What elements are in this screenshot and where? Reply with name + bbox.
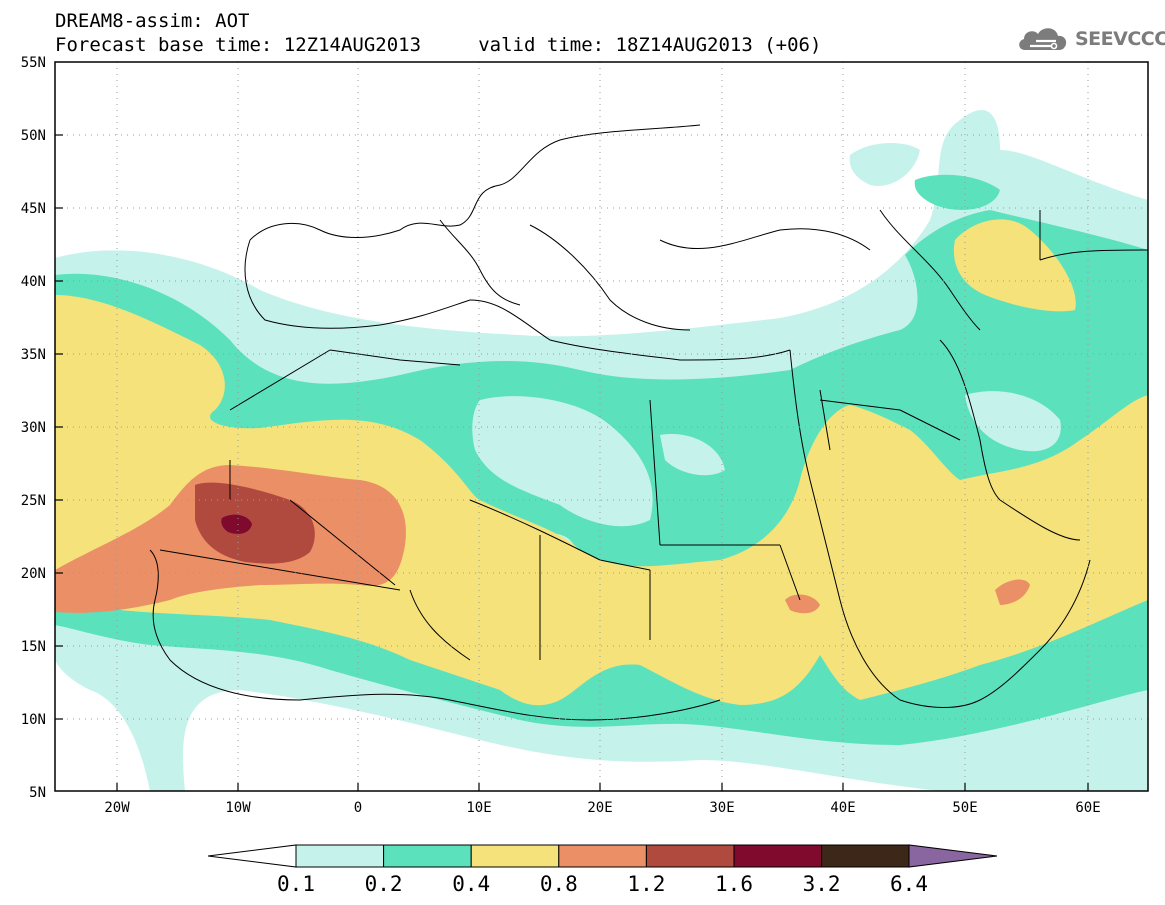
colorbar-label: 1.2 <box>627 872 665 896</box>
lat-tick-label: 55N <box>21 55 46 71</box>
brand-name: SEEVCCC <box>1075 28 1165 50</box>
lon-tick-label: 30E <box>709 800 734 816</box>
lat-tick-label: 45N <box>21 201 46 217</box>
lat-tick-label: 10N <box>21 712 46 728</box>
colorbar-label: 0.4 <box>452 872 490 896</box>
lon-tick-label: 10W <box>225 800 251 816</box>
colorbar <box>207 844 998 868</box>
forecast-time-line: Forecast base time: 12Z14AUG2013 valid t… <box>55 34 822 56</box>
graticule <box>55 62 1148 791</box>
lat-tick-label: 20N <box>21 566 46 582</box>
lon-tick-label: 10E <box>466 800 491 816</box>
lat-tick-label: 5N <box>29 785 46 801</box>
cloud-logo-icon <box>1019 28 1067 50</box>
lon-tick-label: 20E <box>587 800 612 816</box>
seevccc-logo: SEEVCCC <box>1016 24 1165 54</box>
map-title: DREAM8-assim: AOT <box>55 10 250 32</box>
colorbar-segment <box>733 844 823 868</box>
colorbar-label: 1.6 <box>715 872 753 896</box>
lon-tick-label: 60E <box>1075 800 1100 816</box>
lat-tick-label: 35N <box>21 347 46 363</box>
colorbar-label: 3.2 <box>803 872 841 896</box>
aot-contour-fields <box>55 110 1148 791</box>
colorbar-segment <box>295 844 385 868</box>
colorbar-segment <box>645 844 735 868</box>
lat-tick-label: 15N <box>21 639 46 655</box>
lon-labels: 20W 10W 0 10E 20E 30E 40E 50E 60E <box>104 800 1100 816</box>
colorbar-label: 6.4 <box>890 872 928 896</box>
colorbar-under-triangle <box>207 844 297 868</box>
lat-tick-label: 30N <box>21 420 46 436</box>
colorbar-label: 0.8 <box>540 872 578 896</box>
coastlines <box>149 124 1148 721</box>
lon-tick-label: 20W <box>104 800 130 816</box>
lon-tick-label: 0 <box>354 800 362 816</box>
colorbar-label: 0.1 <box>277 872 315 896</box>
lon-tick-label: 40E <box>830 800 855 816</box>
colorbar-segment <box>383 844 472 868</box>
colorbar-segment <box>558 844 647 868</box>
colorbar-segment <box>470 844 560 868</box>
colorbar-label: 0.2 <box>365 872 403 896</box>
colorbar-segment <box>821 844 910 868</box>
lat-labels: 55N 50N 45N 40N 35N 30N 25N 20N 15N 10N … <box>21 55 46 801</box>
axis-ticks <box>55 134 1089 791</box>
lat-tick-label: 50N <box>21 128 46 144</box>
aot-band-1-6 <box>221 514 252 534</box>
lat-tick-label: 40N <box>21 274 46 290</box>
colorbar-over-triangle <box>908 844 998 868</box>
aot-band-0-1-holes <box>472 391 1061 561</box>
aot-band-1-2 <box>195 482 315 564</box>
aot-band-0-4 <box>55 219 1148 706</box>
lat-tick-label: 25N <box>21 493 46 509</box>
colorbar-labels: 0.1 0.2 0.4 0.8 1.2 1.6 3.2 6.4 <box>277 872 928 896</box>
lon-tick-label: 50E <box>952 800 977 816</box>
